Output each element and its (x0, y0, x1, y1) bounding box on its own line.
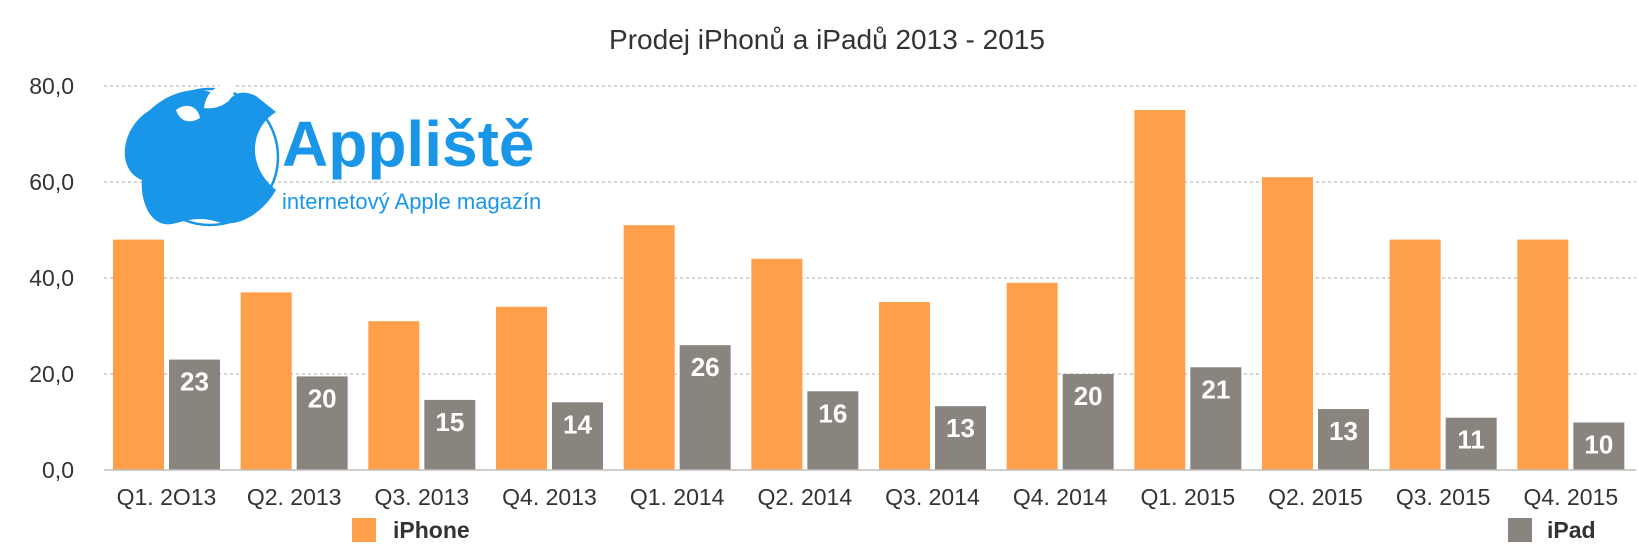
data-label-ipad-5: 26 (691, 352, 720, 382)
x-tick-label: Q1. 2014 (630, 484, 725, 510)
chart-title: Prodej iPhonů a iPadů 2013 - 2015 (609, 24, 1045, 55)
bar-ipad-12 (1573, 422, 1625, 470)
x-tick-label: Q4. 2015 (1524, 484, 1619, 510)
bar-iphone-7 (879, 302, 930, 470)
x-tick-label: Q4. 2014 (1013, 484, 1108, 510)
bar-ipad-8 (1062, 374, 1114, 470)
x-tick-label: Q3. 2014 (885, 484, 980, 510)
bar-ipad-11 (1445, 417, 1497, 470)
x-tick-label: Q3. 2013 (375, 484, 470, 510)
bar-ipad-10 (1318, 409, 1369, 470)
y-tick-label: 0,0 (42, 457, 74, 483)
apple-logo-icon (124, 83, 280, 227)
y-tick-label: 80,0 (29, 73, 74, 99)
bar-ipad-1 (169, 359, 220, 470)
data-label-ipad-1: 23 (180, 367, 209, 397)
data-label-ipad-11: 11 (1457, 425, 1485, 455)
bar-iphone-11 (1389, 239, 1441, 470)
bar-ipad-4 (552, 402, 603, 470)
bar-iphone-8 (1006, 282, 1058, 470)
y-tick-label: 20,0 (29, 361, 74, 387)
y-tick-label: 40,0 (29, 265, 74, 291)
data-label-ipad-10: 13 (1329, 416, 1358, 446)
data-labels: 23 20 15 14 26 16 13 20 21 13 11 10 (180, 352, 1613, 459)
logo-tagline: internetový Apple magazín (282, 189, 541, 214)
x-tick-label: Q4. 2013 (502, 484, 597, 510)
appliste-logo: Appliště internetový Apple magazín (124, 83, 541, 227)
x-tick-label: Q2. 2015 (1268, 484, 1363, 510)
data-label-ipad-8: 20 (1074, 381, 1103, 411)
bar-iphone-6 (751, 258, 803, 470)
bars (113, 110, 1625, 470)
bar-ipad-6 (807, 391, 859, 470)
legend-label-ipad: iPad (1547, 517, 1596, 543)
x-tick-label: Q2. 2014 (758, 484, 853, 510)
x-tick-label: Q2. 2013 (247, 484, 342, 510)
bar-ipad-5 (679, 345, 731, 470)
legend-swatch-iphone (352, 518, 376, 542)
data-label-ipad-2: 20 (308, 383, 337, 413)
bar-iphone-4 (496, 306, 547, 470)
bar-ipad-9 (1190, 367, 1242, 470)
legend-label-iphone: iPhone (393, 517, 470, 543)
legend-swatch-ipad (1508, 518, 1532, 542)
x-tick-label: Q1. 2O13 (117, 484, 217, 510)
data-label-ipad-12: 10 (1584, 429, 1613, 459)
data-label-ipad-7: 13 (946, 413, 975, 443)
bar-iphone-5 (623, 225, 675, 470)
bar-ipad-3 (424, 399, 476, 470)
bar-iphone-10 (1262, 177, 1313, 470)
data-label-ipad-3: 15 (435, 407, 464, 437)
x-tick-label: Q1. 2015 (1141, 484, 1236, 510)
x-tick-label: Q3. 2015 (1396, 484, 1491, 510)
legend: iPhone iPad (352, 517, 1596, 543)
data-label-ipad-9: 21 (1201, 374, 1230, 404)
data-label-ipad-4: 14 (563, 409, 592, 439)
logo-name: Appliště (282, 108, 534, 180)
bar-ipad-7 (935, 406, 986, 470)
data-label-ipad-6: 16 (818, 398, 847, 428)
x-axis-ticks: Q1. 2O13 Q2. 2013 Q3. 2013 Q4. 2013 Q1. 2014… (117, 484, 1619, 510)
bar-ipad-2 (296, 376, 348, 470)
bar-iphone-9 (1134, 110, 1186, 470)
y-tick-label: 60,0 (29, 169, 74, 195)
bar-iphone-3 (368, 321, 420, 470)
bar-iphone-12 (1517, 239, 1569, 470)
bar-iphone-2 (240, 292, 292, 470)
y-axis-ticks: 0,0 20,0 40,0 60,0 80,0 (29, 73, 74, 483)
bar-iphone-1 (113, 239, 164, 470)
